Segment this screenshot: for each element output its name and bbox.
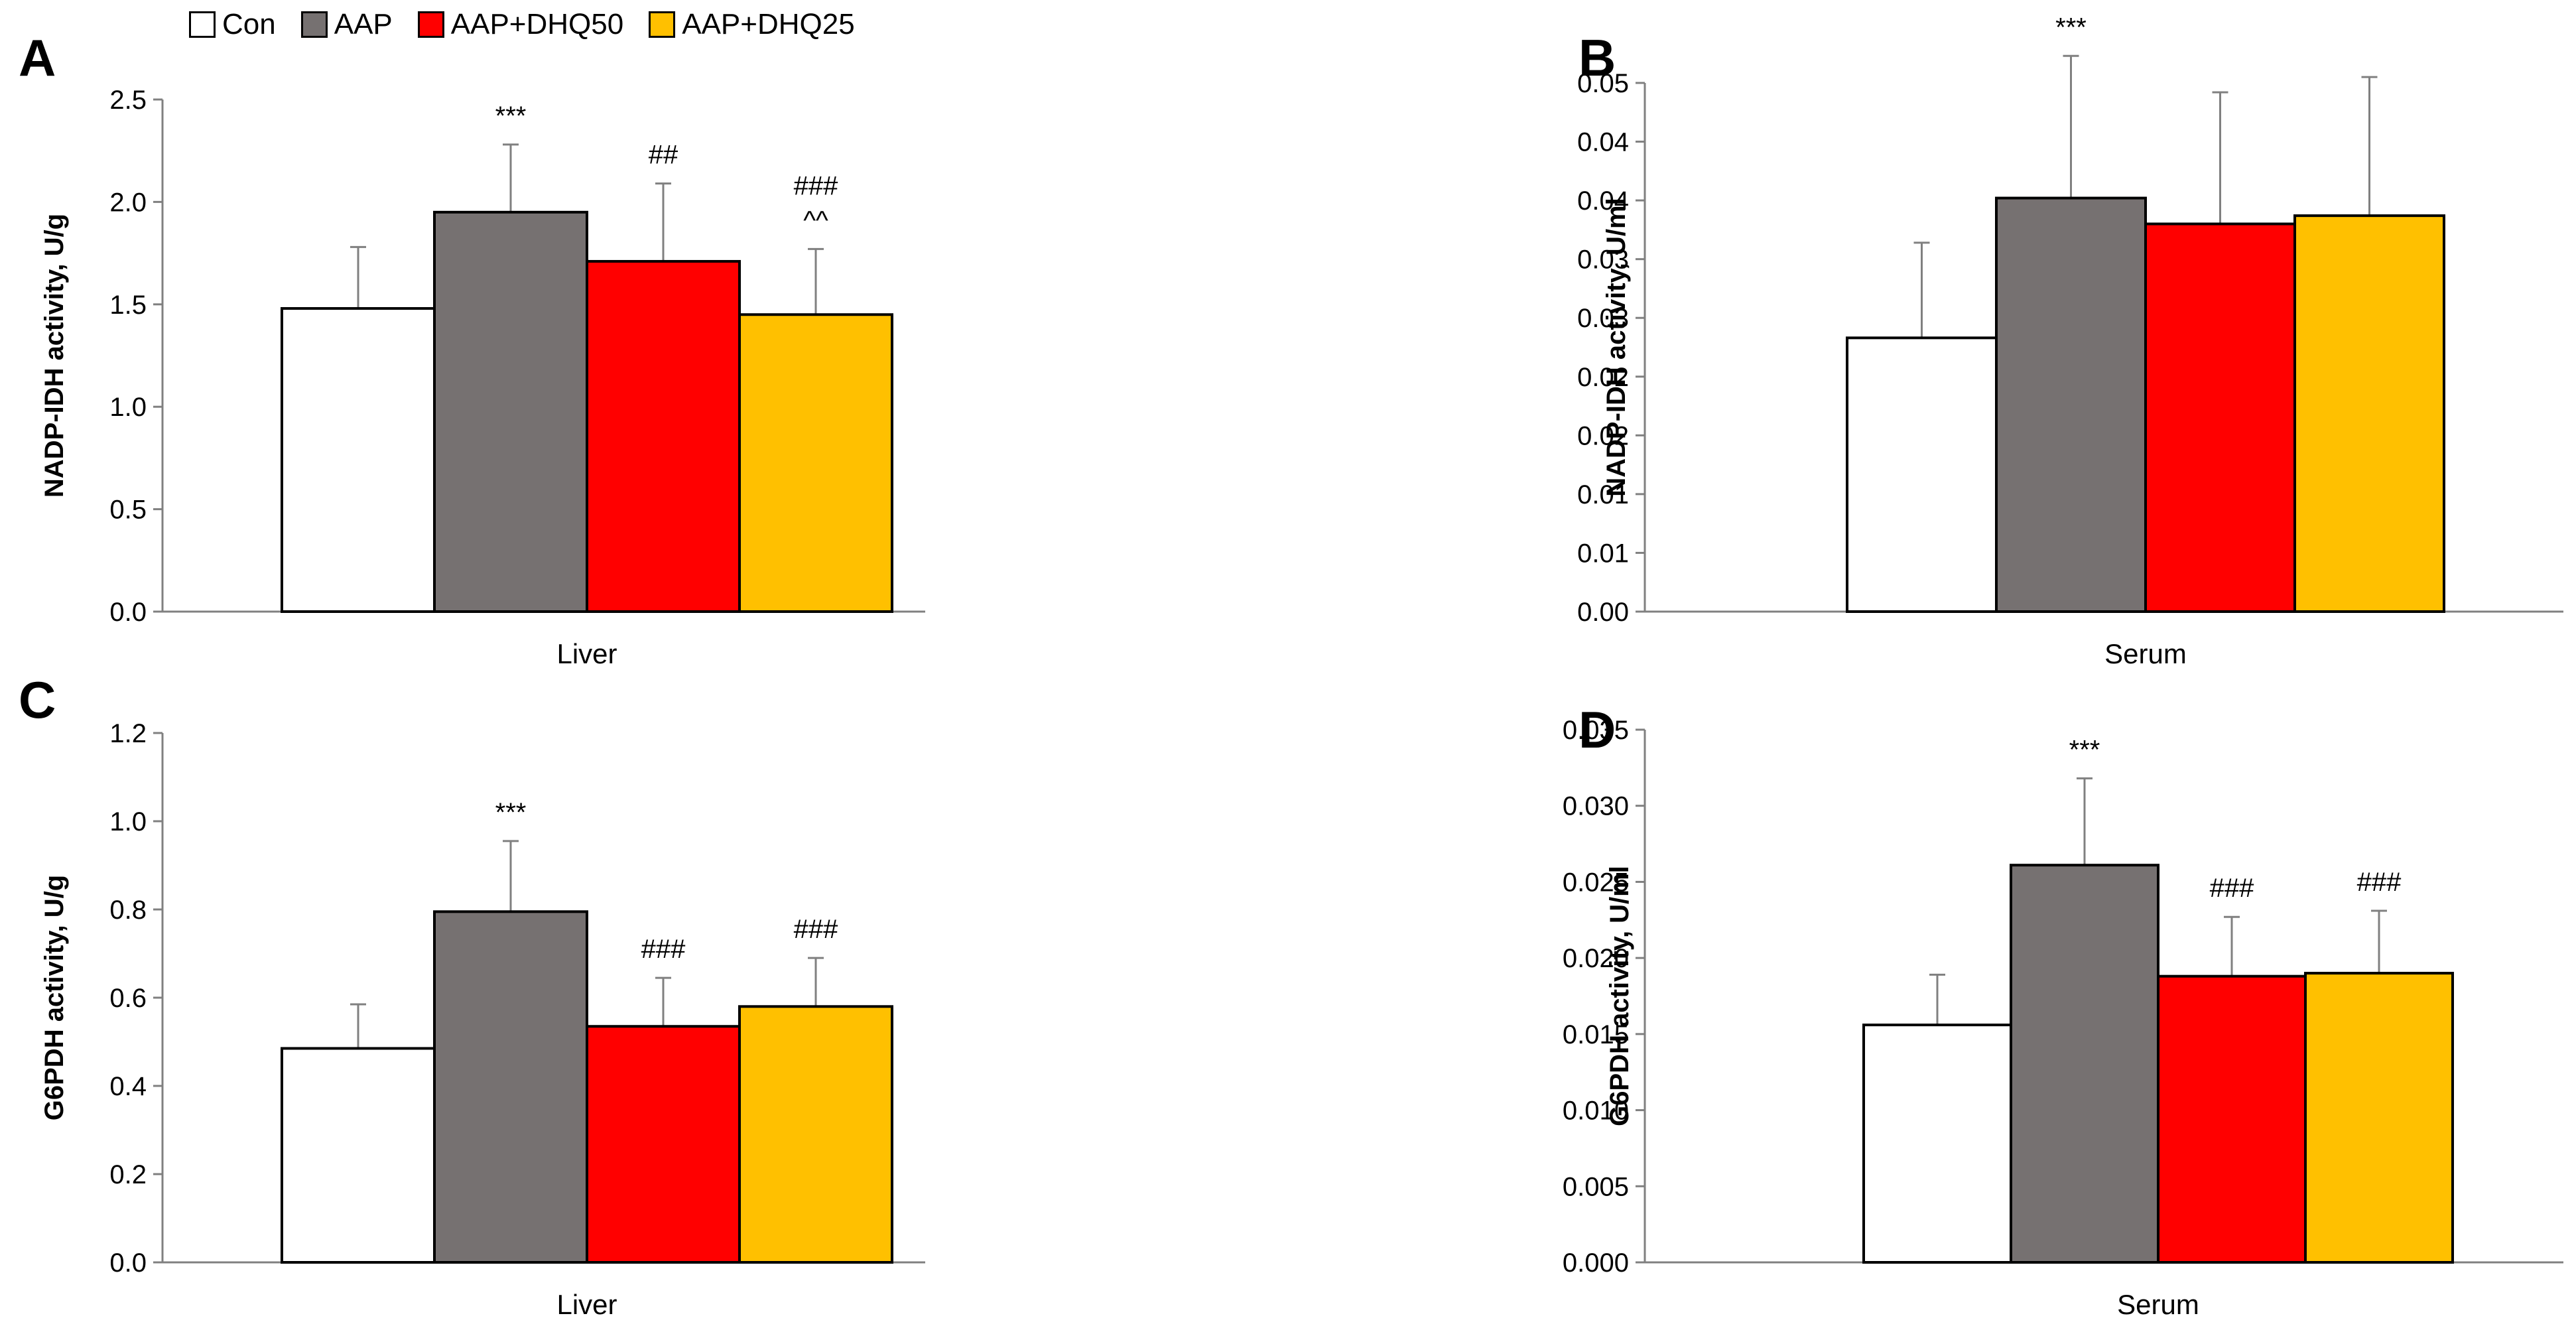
y-tick-label-d: 0.000 <box>1563 1248 1629 1278</box>
legend-swatch-aap <box>300 11 328 38</box>
bar-aap <box>433 210 588 613</box>
legend-item-aap-dhq25: AAP+DHQ25 <box>649 8 855 41</box>
y-axis-label-a: NADP-IDH activity, U/g <box>40 214 69 498</box>
bar-con <box>281 1047 436 1264</box>
bar-aap-dhq50 <box>2144 222 2296 613</box>
y-tick-label-d: 0.035 <box>1563 716 1629 745</box>
chart-panel-a: 0.0 0.5 1.0 1.5 2.0 2.5 NADP-IDH activity, U/g… <box>40 86 925 669</box>
legend-swatch-con <box>189 11 216 38</box>
y-tick-label-b: 0.01 <box>1577 539 1629 568</box>
legend-label-aap: AAP <box>334 8 393 40</box>
bar-aap-dhq25 <box>738 1005 893 1264</box>
y-tick-label-b: 0.04 <box>1577 128 1629 157</box>
x-axis-label-d: Serum <box>2117 1289 2199 1320</box>
bar-con <box>281 306 436 613</box>
y-tick-label-b: 0.04 <box>1577 186 1629 216</box>
significance-label-aap: *** <box>495 101 527 131</box>
y-tick-label-a: 0.5 <box>109 496 147 525</box>
panel-letter-b: B <box>1578 29 1616 87</box>
x-axis-label-c: Liver <box>556 1289 617 1320</box>
bar-aap <box>1995 196 2147 613</box>
y-tick-label-c: 0.4 <box>109 1072 147 1101</box>
legend-item-aap-dhq50: AAP+DHQ50 <box>417 8 624 41</box>
x-axis-label-b: Serum <box>2104 638 2187 669</box>
y-tick-label-a: 1.0 <box>109 393 147 422</box>
y-tick-label-d: 0.010 <box>1563 1097 1629 1126</box>
significance-label-aap: *** <box>495 798 527 827</box>
significance-label-aap-dhq50: ### <box>641 935 686 964</box>
chart-panel-c: 0.0 0.2 0.4 0.6 0.8 1.0 1.2 G6PDH activity, U/g… <box>40 719 925 1320</box>
significance-label-aap-dhq25: ### <box>794 171 838 200</box>
chart-legend: Con AAP AAP+DHQ50 AAP+DHQ25 <box>189 8 855 41</box>
legend-label-con: Con <box>222 8 276 40</box>
y-tick-label-b: 0.03 <box>1577 304 1629 333</box>
significance-label-aap-dhq25: ### <box>794 915 838 944</box>
significance-label-aap-dhq50: ### <box>2210 874 2254 903</box>
y-tick-label-c: 0.8 <box>109 896 147 925</box>
panel-letter-d: D <box>1578 700 1616 759</box>
y-tick-label-a: 2.5 <box>109 86 147 115</box>
y-tick-label-c: 0.0 <box>109 1248 147 1278</box>
significance-label-aap: *** <box>2055 13 2087 42</box>
y-tick-label-a: 2.0 <box>109 188 147 217</box>
y-tick-label-b: 0.05 <box>1577 69 1629 98</box>
bar-aap-dhq50 <box>2157 974 2307 1264</box>
significance-label-aap: *** <box>2069 735 2100 764</box>
legend-swatch-aap-dhq50 <box>417 11 444 38</box>
y-tick-label-b: 0.01 <box>1577 480 1629 509</box>
bar-aap-dhq50 <box>586 1025 741 1264</box>
y-tick-label-a: 1.5 <box>109 291 147 320</box>
y-axis-label-d: G6PDH activity, U/ml <box>1605 866 1634 1126</box>
bar-aap-dhq25 <box>2304 972 2454 1264</box>
y-tick-label-c: 0.6 <box>109 984 147 1013</box>
chart-panel-d: 0.000 0.005 0.010 0.015 0.020 0.025 0.030 0.035… <box>1563 716 2563 1320</box>
y-tick-label-b: 0.02 <box>1577 363 1629 392</box>
y-tick-label-d: 0.025 <box>1563 868 1629 897</box>
bar-aap-dhq25 <box>2293 214 2445 613</box>
y-tick-label-b: 0.00 <box>1577 598 1629 627</box>
y-tick-label-b: 0.03 <box>1577 245 1629 275</box>
y-tick-label-d: 0.015 <box>1563 1020 1629 1049</box>
chart-panel-b: 0.00 0.01 0.01 0.02 0.02 0.03 0.03 0.04 0.04 0.05… <box>1577 13 2563 669</box>
y-axis-label-b: NADP-IDH activity, U/ml <box>1602 198 1631 496</box>
legend-item-con: Con <box>189 8 276 41</box>
y-tick-label-d: 0.005 <box>1563 1172 1629 1201</box>
y-tick-label-b: 0.02 <box>1577 421 1629 450</box>
y-tick-label-c: 0.2 <box>109 1160 147 1189</box>
panel-letter-a: A <box>19 29 56 87</box>
significance-label-aap-dhq50: ## <box>649 141 678 170</box>
bar-aap-dhq50 <box>586 259 741 613</box>
x-axis-label-a: Liver <box>556 638 617 669</box>
bar-con <box>1862 1024 2012 1264</box>
bar-aap <box>2010 864 2159 1264</box>
y-tick-label-a: 0.0 <box>109 598 147 627</box>
y-tick-label-d: 0.020 <box>1563 944 1629 973</box>
panel-letter-c: C <box>19 671 56 729</box>
legend-label-aap-dhq25: AAP+DHQ25 <box>682 8 855 40</box>
legend-item-aap: AAP <box>300 8 393 41</box>
y-tick-label-c: 1.0 <box>109 807 147 836</box>
bar-aap-dhq25 <box>738 313 893 613</box>
legend-label-aap-dhq50: AAP+DHQ50 <box>450 8 624 40</box>
significance-label-aap-dhq25: ^^ <box>803 206 828 235</box>
bar-aap <box>433 910 588 1264</box>
y-tick-label-d: 0.030 <box>1563 792 1629 821</box>
y-axis-label-c: G6PDH activity, U/g <box>40 875 69 1120</box>
bar-con <box>1846 336 1998 613</box>
significance-label-aap-dhq25: ### <box>2357 868 2402 897</box>
legend-swatch-aap-dhq25 <box>649 11 676 38</box>
y-tick-label-c: 1.2 <box>109 719 147 748</box>
